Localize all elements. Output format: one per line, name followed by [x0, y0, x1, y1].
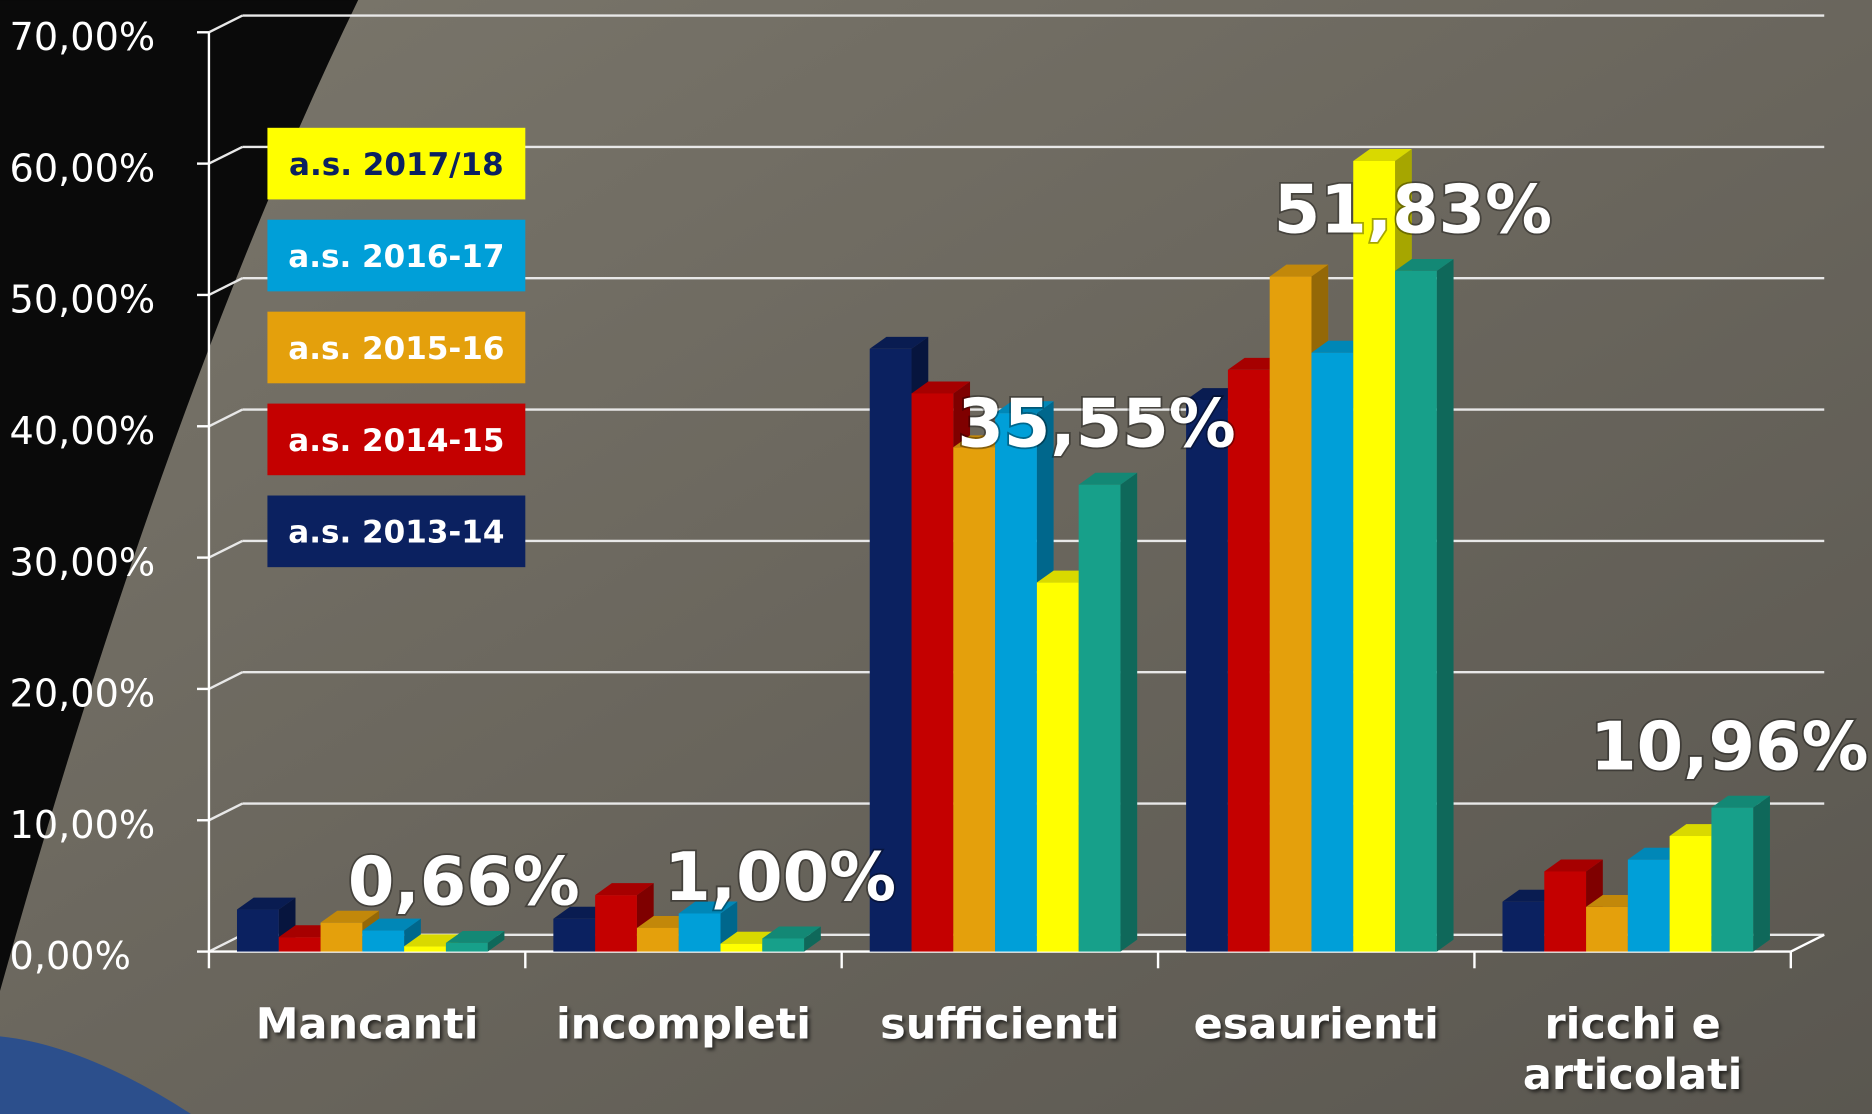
bar [1079, 473, 1138, 952]
bar [1395, 259, 1454, 952]
bar [1711, 796, 1770, 952]
y-tick-label: 20,00% [10, 673, 156, 717]
data-label: 0,66% [348, 843, 580, 921]
data-label: 35,55% [957, 385, 1235, 463]
data-label: 1,00% [664, 838, 896, 916]
bar [1186, 400, 1228, 952]
bar [637, 928, 679, 952]
bar [1395, 271, 1437, 952]
x-label-box: esaurienti [1158, 1001, 1474, 1114]
bar [446, 943, 488, 952]
bar [1037, 583, 1079, 952]
x-label-box: ricchi e articolati [1474, 1001, 1790, 1114]
bar [404, 946, 446, 951]
legend-label: a.s. 2015-16 [288, 331, 504, 367]
y-tick-label: 40,00% [10, 410, 156, 454]
data-label: 51,83% [1274, 171, 1552, 249]
bar [912, 393, 954, 951]
y-tick-label: 70,00% [10, 16, 156, 60]
bar [1502, 902, 1544, 952]
x-label-box: sufficienti [842, 1001, 1158, 1114]
chart: 0,00% 10,00% 20,00% 30,00% 40,00% 50,00% 60,00… [0, 0, 1872, 1114]
bar [1311, 353, 1353, 952]
legend-label: a.s. 2013-14 [288, 515, 504, 551]
legend-label: a.s. 2016-17 [288, 239, 504, 275]
x-tick-label: incompleti [525, 1001, 841, 1051]
y-tick-label: 0,00% [10, 935, 131, 979]
legend-label: a.s. 2017/18 [289, 147, 504, 183]
x-tick-label: ricchi e articolati [1474, 1001, 1790, 1101]
y-tick-label: 60,00% [10, 147, 156, 191]
legend-label: a.s. 2014-15 [288, 423, 504, 459]
x-tick-label: Mancanti [209, 1001, 525, 1051]
bar [679, 913, 721, 951]
bar [321, 923, 363, 952]
bar [279, 937, 321, 951]
y-tick-label: 10,00% [10, 804, 156, 848]
bar [1711, 808, 1753, 952]
bar [595, 895, 637, 951]
bar [237, 910, 279, 952]
data-label: 10,96% [1590, 707, 1868, 785]
bar [1079, 485, 1121, 952]
bar [1353, 161, 1395, 952]
x-tick-label: sufficienti [842, 1001, 1158, 1051]
y-tick-label: 30,00% [10, 541, 156, 585]
bar [1270, 277, 1312, 952]
bar-side-shade [1120, 473, 1137, 952]
x-label-box: Mancanti [209, 1001, 525, 1114]
bar-side-shade [1753, 796, 1770, 952]
bar [1544, 871, 1586, 951]
page: {"chart_data": {"type": "bar3d", "catego… [0, 0, 1872, 1114]
bar [1670, 836, 1712, 952]
x-tick-label: esaurienti [1158, 1001, 1474, 1051]
bar [362, 931, 404, 952]
bar [553, 919, 595, 952]
y-tick-label: 50,00% [10, 279, 156, 323]
bar [1628, 860, 1670, 952]
x-label-box: incompleti [525, 1001, 841, 1114]
bar [995, 413, 1037, 951]
bar [1586, 907, 1628, 952]
bar-side-shade [1437, 259, 1454, 952]
bar [762, 938, 804, 951]
bar [721, 944, 763, 952]
bar [953, 447, 995, 951]
